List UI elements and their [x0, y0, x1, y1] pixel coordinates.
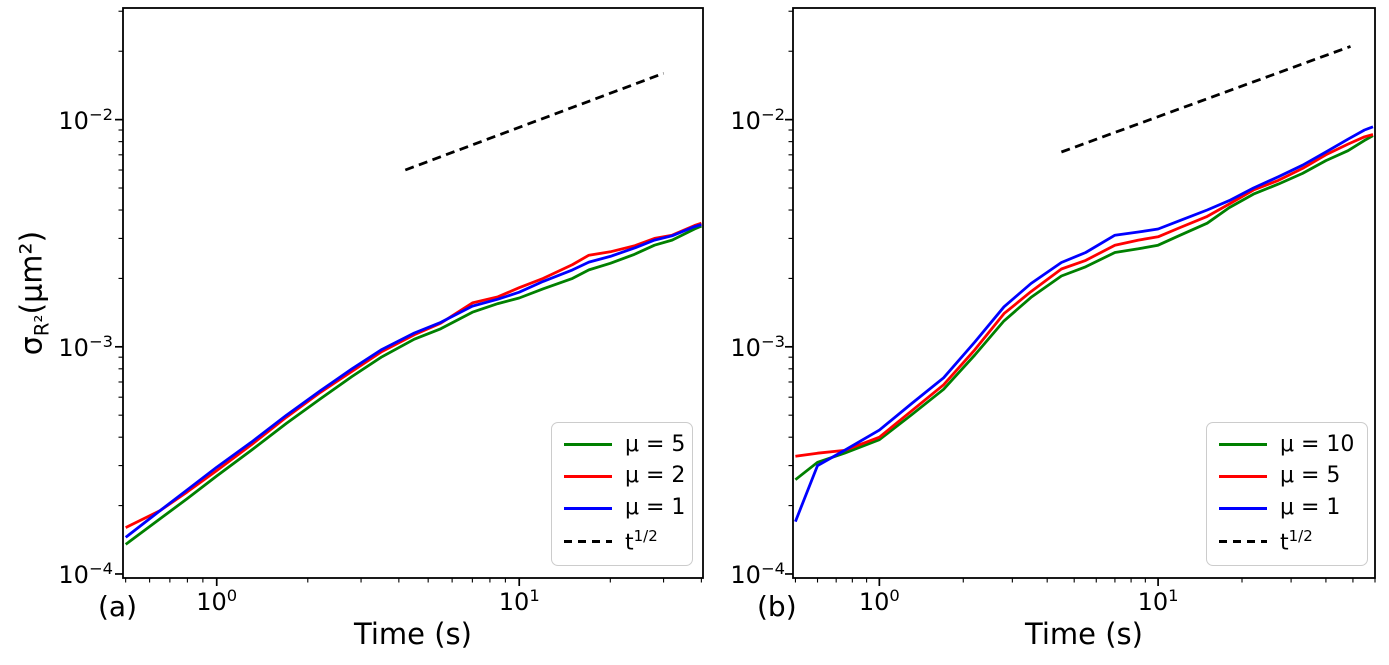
- legend-entry: μ = 2: [564, 465, 685, 487]
- x-axis-label-a: Time (s): [354, 617, 472, 651]
- legend-entry: μ = 1: [1219, 497, 1355, 519]
- legend-line-sample: [564, 474, 612, 479]
- y-tick-label-b-10e−2: 10−2: [730, 104, 785, 135]
- legend-line-sample: [564, 506, 612, 510]
- y-tick-label-a-10e−2: 10−2: [58, 104, 113, 135]
- x-tick-label-b-10e1: 101: [1137, 586, 1179, 616]
- legend-entry: μ = 5: [1219, 465, 1355, 487]
- legend-label: μ = 1: [1280, 495, 1341, 521]
- panel-label-a: (a): [98, 590, 138, 623]
- x-tick-label-b-10e0: 100: [858, 586, 900, 616]
- legend-label: μ = 2: [625, 463, 686, 489]
- y-tick-label-b-10e−4: 10−4: [730, 558, 785, 589]
- legend-entry: μ = 5: [564, 433, 685, 456]
- legend-line-sample: [1219, 474, 1267, 479]
- curve-b-mu-10: [794, 134, 1374, 481]
- legend-line-sample: [1219, 443, 1267, 447]
- y-tick-label-b-10e−3: 10−3: [730, 331, 785, 362]
- legend-line-sample: [1219, 506, 1267, 510]
- y-axis-label: σR²(μm²): [15, 231, 54, 355]
- curve-a-t-half-guide: [404, 71, 665, 172]
- y-axis-subscript: R²: [30, 314, 54, 337]
- x-axis-label-b: Time (s): [1025, 617, 1143, 651]
- legend-entry: μ = 1: [564, 497, 685, 519]
- y-tick-label-a-10e−4: 10−4: [58, 558, 113, 589]
- legend-label: μ = 1: [625, 495, 686, 521]
- curve-b-mu-5: [795, 133, 1374, 458]
- x-tick-label-a-10e0: 100: [196, 586, 238, 616]
- legend-b: μ = 10 μ = 5 μ = 1 t1/2: [1206, 422, 1368, 566]
- legend-entry: t1/2: [564, 526, 680, 556]
- legend-label: μ = 5: [625, 431, 686, 457]
- legend-label: μ = 5: [1280, 463, 1341, 489]
- legend-label: t1/2: [1280, 526, 1313, 556]
- curve-b-mu-1: [794, 125, 1374, 523]
- legend-label: t1/2: [625, 526, 658, 556]
- legend-entry: μ = 10: [1219, 431, 1355, 457]
- legend-dashed-line-sample: [564, 539, 612, 544]
- y-axis-sigma: σ: [14, 336, 50, 356]
- curve-a-mu-2: [125, 221, 702, 529]
- legend-dashed-line-sample: [1219, 539, 1267, 544]
- y-tick-label-a-10e−3: 10−3: [58, 331, 113, 362]
- legend-a: μ = 5 μ = 2 μ = 1 t1/2: [551, 422, 693, 566]
- y-axis-units: (μm²): [14, 230, 50, 315]
- legend-line-sample: [564, 443, 612, 447]
- curve-a-mu-1: [124, 223, 702, 539]
- legend-label: μ = 10: [1280, 431, 1355, 457]
- legend-entry: t1/2: [1219, 526, 1355, 556]
- curve-b-t-half-guide: [1060, 45, 1351, 154]
- x-tick-label-a-10e1: 101: [498, 586, 540, 616]
- panel-label-b: (b): [757, 590, 797, 623]
- curve-a-mu-5: [124, 224, 702, 546]
